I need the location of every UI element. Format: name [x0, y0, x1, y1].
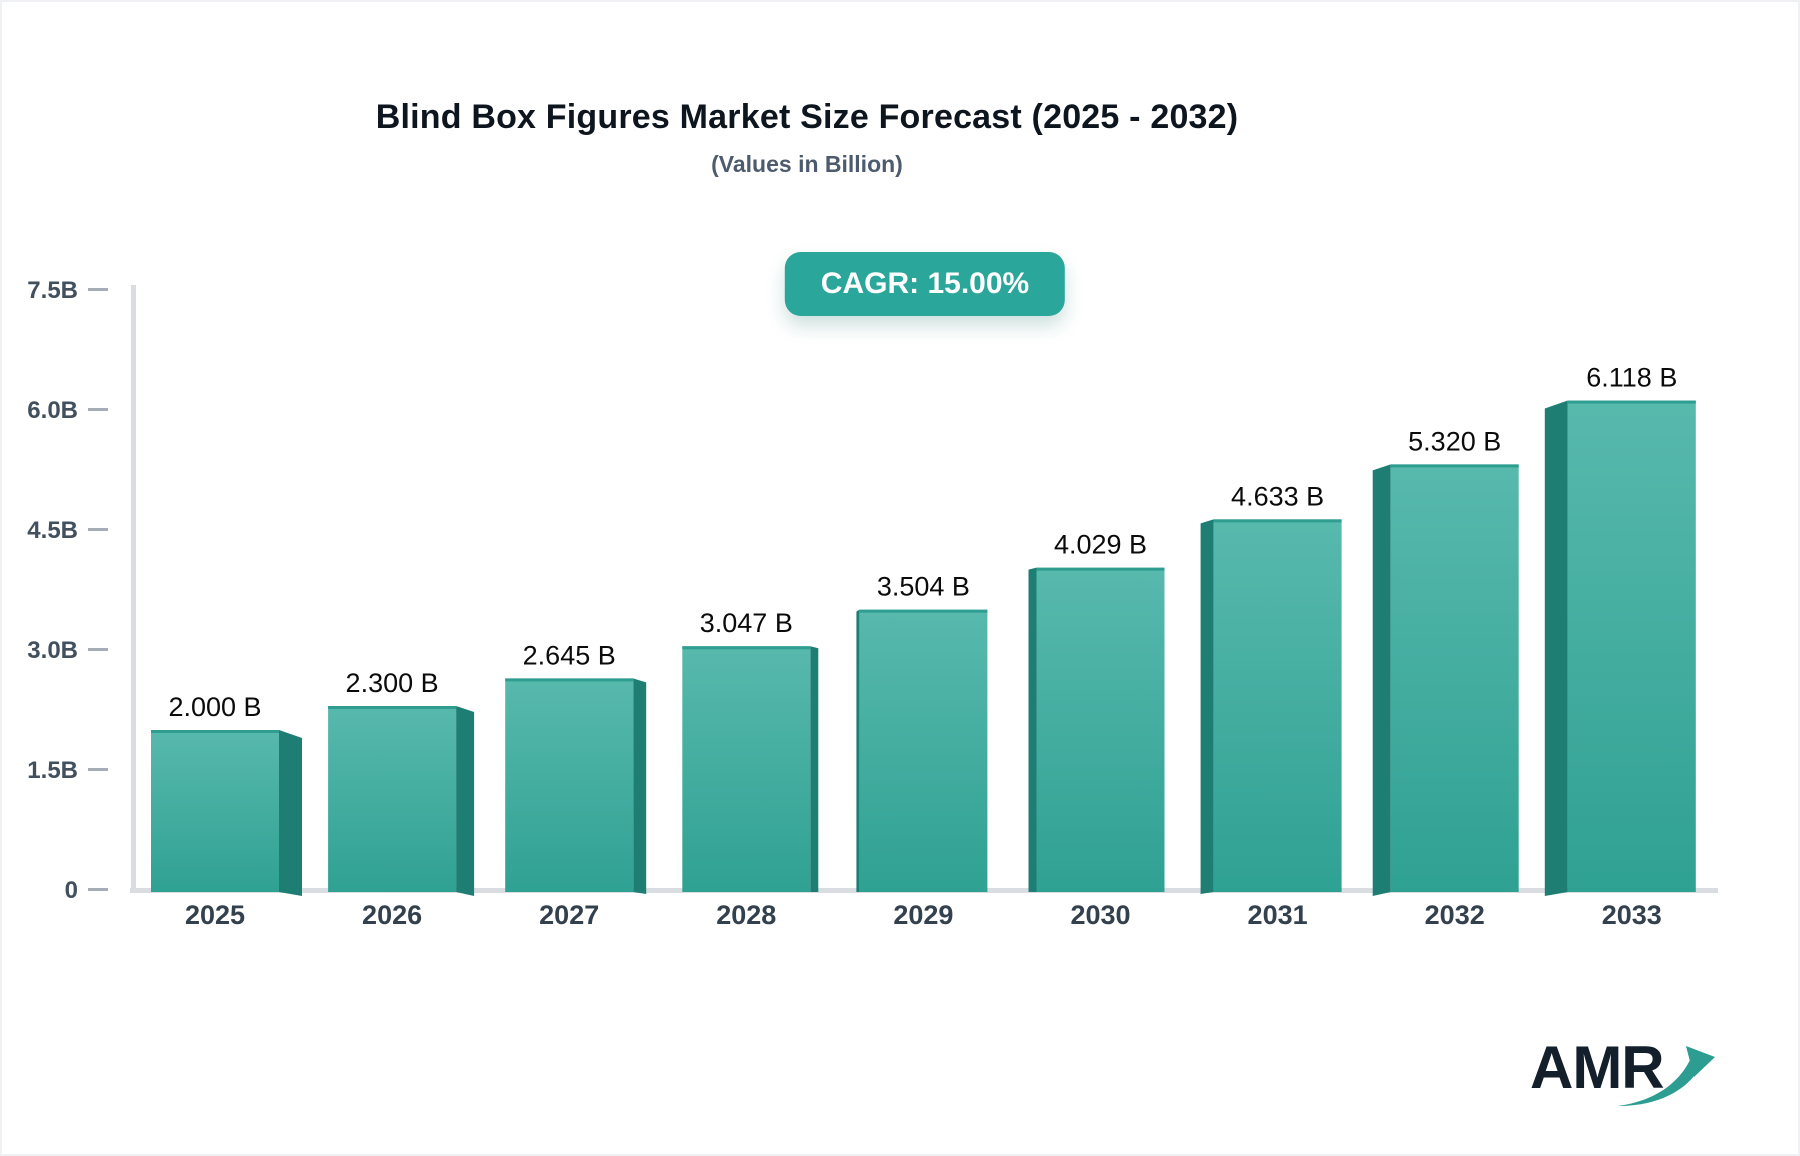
- bar-side-2031: [1200, 519, 1214, 894]
- cagr-badge: CAGR: 15.00%: [784, 252, 1066, 316]
- bar-side-2029: [856, 609, 860, 892]
- bar-side-2032: [1372, 464, 1391, 896]
- bar-2025[interactable]: [151, 730, 279, 892]
- bar-2032[interactable]: [1390, 464, 1519, 892]
- bar-2027[interactable]: [505, 678, 634, 892]
- bar-top-edge: [859, 609, 988, 613]
- bar-2028[interactable]: [682, 646, 811, 892]
- y-tick-label: 6.0B: [27, 397, 78, 424]
- x-axis-label: 2033: [1602, 900, 1662, 930]
- bar-side-2028: [810, 646, 819, 892]
- bar-top-edge: [151, 730, 279, 733]
- title-block: Blind Box Figures Market Size Forecast (…: [2, 2, 1612, 178]
- amr-logo: AMR: [1530, 1030, 1730, 1120]
- y-axis-line: [131, 285, 136, 893]
- x-axis-label: 2029: [893, 900, 953, 930]
- bar-2031[interactable]: [1213, 519, 1342, 892]
- bar-top-edge: [1567, 400, 1696, 404]
- bar-value-label: 2.300 B: [346, 668, 439, 698]
- y-tick-label: 0: [65, 877, 78, 904]
- y-tick-label: 7.5B: [27, 277, 78, 304]
- bar-2030[interactable]: [1036, 567, 1165, 892]
- y-tick-label: 1.5B: [27, 757, 78, 784]
- bar-value-label: 2.645 B: [523, 640, 616, 670]
- bar-2033[interactable]: [1567, 400, 1696, 892]
- x-axis-label: 2025: [185, 900, 245, 930]
- y-tick-mark: [88, 528, 108, 531]
- bar-side-2025: [279, 730, 302, 896]
- y-tick-label: 3.0B: [27, 637, 78, 664]
- y-tick-mark: [88, 408, 108, 411]
- y-tick-mark: [88, 648, 108, 651]
- bar-value-label: 3.047 B: [700, 608, 793, 638]
- x-axis-label: 2030: [1070, 900, 1130, 930]
- bar-top-edge: [1213, 519, 1342, 523]
- bar-value-label: 3.504 B: [877, 572, 970, 602]
- bar-side-2033: [1544, 400, 1568, 896]
- bar-2026[interactable]: [328, 706, 457, 892]
- bar-value-label: 4.029 B: [1054, 530, 1147, 560]
- x-axis-label: 2031: [1248, 900, 1308, 930]
- bar-value-label: 2.000 B: [168, 692, 261, 722]
- x-axis-label: 2032: [1425, 900, 1485, 930]
- chart-title: Blind Box Figures Market Size Forecast (…: [375, 98, 1239, 136]
- y-tick-mark: [88, 888, 108, 891]
- x-axis-label: 2028: [716, 900, 776, 930]
- bar-value-label: 6.118 B: [1586, 363, 1677, 393]
- x-axis-label: 2026: [362, 900, 422, 930]
- bar-2029[interactable]: [859, 609, 988, 892]
- bar-side-2027: [633, 678, 647, 894]
- bar-top-edge: [1390, 464, 1519, 468]
- y-tick-mark: [88, 288, 108, 291]
- amr-logo-text: AMR: [1530, 1034, 1665, 1101]
- bar-top-edge: [328, 706, 457, 709]
- bar-value-label: 4.633 B: [1231, 481, 1324, 511]
- chart-subtitle: (Values in Billion): [711, 151, 903, 177]
- y-tick-label: 4.5B: [27, 517, 78, 544]
- bars-layer: 2.000 B 2025 2.300 B 2026 2.645 B 2027 3.047 B…: [151, 363, 1696, 930]
- bar-top-edge: [1036, 567, 1165, 571]
- x-axis-label: 2027: [539, 900, 599, 930]
- bar-top-edge: [505, 678, 634, 682]
- bar-top-edge: [682, 646, 811, 650]
- bar-value-label: 5.320 B: [1408, 426, 1501, 456]
- y-tick-mark: [88, 768, 108, 771]
- bar-side-2030: [1028, 567, 1037, 892]
- growth-arrow-icon: [1618, 1046, 1715, 1106]
- bar-side-2026: [456, 706, 475, 896]
